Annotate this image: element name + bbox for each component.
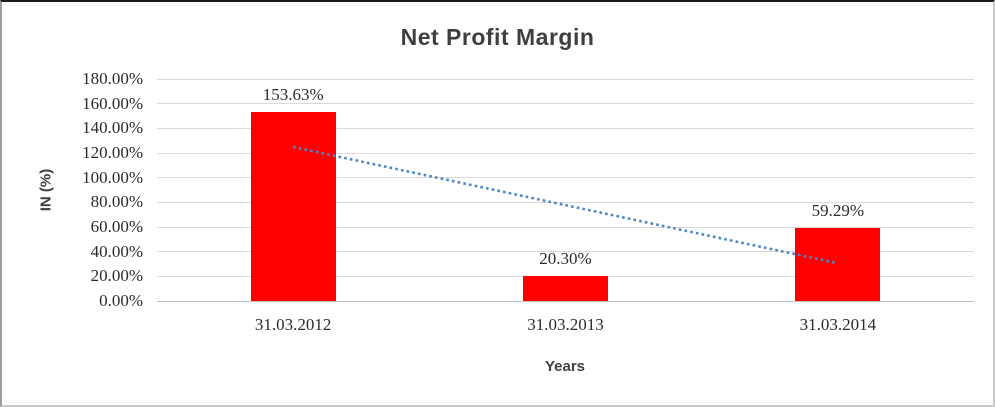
bar-31.03.2012: [250, 111, 336, 301]
gridline: [157, 251, 974, 253]
y-tick-label: 0.00%: [99, 291, 143, 310]
bar-31.03.2013: [523, 275, 608, 301]
data-label: 20.30%: [539, 248, 592, 268]
x-tick-label: 31.03.2014: [799, 315, 877, 334]
y-tick-label: 80.00%: [90, 192, 143, 212]
gridline: [157, 226, 974, 228]
trendline: [292, 145, 839, 265]
gridline: [157, 201, 974, 203]
y-tick-label: 20.00%: [90, 266, 143, 286]
x-axis-line: [157, 300, 974, 302]
y-tick-label: 140.00%: [82, 118, 143, 138]
gridline: [157, 103, 974, 105]
plot-area: 153.63% 20.30% 59.29%: [157, 78, 974, 302]
data-label: 59.29%: [811, 200, 865, 220]
y-tick-label: 40.00%: [90, 241, 143, 261]
gridline: [157, 127, 974, 129]
gridline: [157, 152, 974, 154]
data-label: 153.63%: [262, 84, 324, 104]
y-tick-label: 120.00%: [82, 143, 143, 162]
y-tick-label: 160.00%: [82, 93, 143, 113]
bar-31.03.2014: [795, 227, 881, 301]
y-tick-label: 100.00%: [82, 167, 143, 187]
x-axis-title: Years: [544, 358, 586, 375]
x-tick-label: 31.03.2012: [254, 315, 332, 334]
gridline: [157, 78, 974, 80]
trendline-layer: [292, 145, 839, 265]
y-tick-label: 180.00%: [82, 69, 143, 88]
x-tick-label: 31.03.2013: [527, 315, 604, 334]
gridline: [157, 177, 974, 179]
chart-title: Net Profit Margin: [400, 24, 595, 50]
y-tick-label: 60.00%: [90, 217, 143, 236]
